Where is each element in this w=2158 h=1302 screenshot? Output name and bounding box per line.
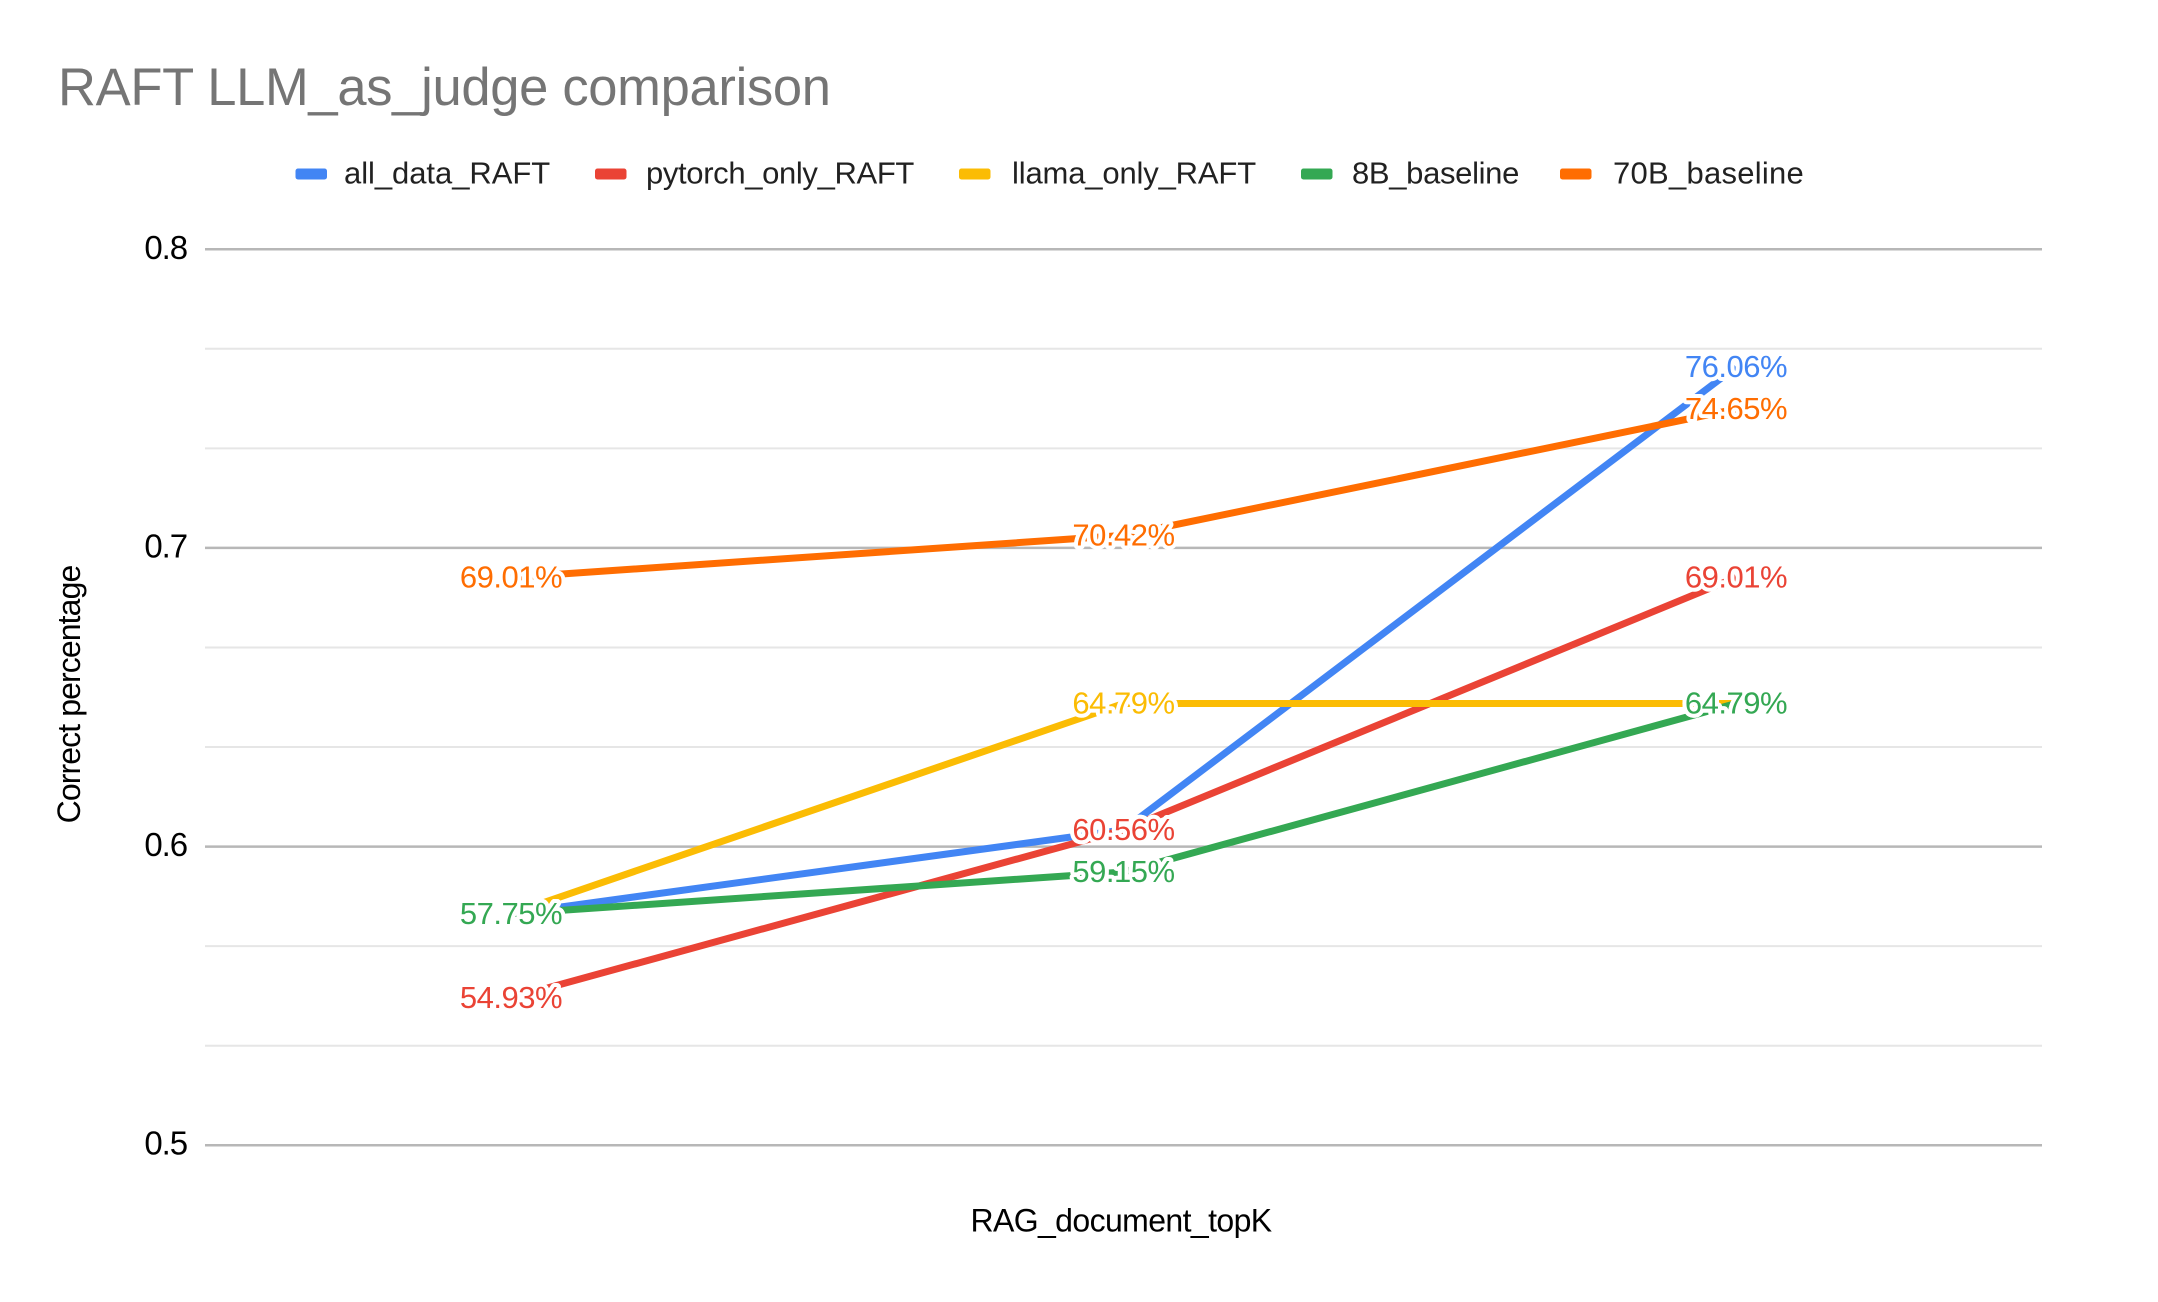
svg-text:54.93%: 54.93% — [460, 980, 562, 1015]
svg-text:69.01%: 69.01% — [1685, 560, 1787, 595]
svg-text:60.56%: 60.56% — [1072, 812, 1174, 847]
svg-text:64.79%: 64.79% — [1685, 686, 1787, 721]
svg-text:64.79%: 64.79% — [1072, 686, 1174, 721]
svg-text:57.75%: 57.75% — [460, 896, 562, 931]
svg-text:pytorch_only_RAFT: pytorch_only_RAFT — [646, 156, 914, 191]
svg-text:69.01%: 69.01% — [460, 560, 562, 595]
svg-text:76.06%: 76.06% — [1685, 349, 1787, 384]
svg-text:59.15%: 59.15% — [1072, 854, 1174, 889]
svg-text:8B_baseline: 8B_baseline — [1352, 156, 1519, 191]
svg-text:70B_baseline: 70B_baseline — [1613, 156, 1804, 191]
svg-text:57.75%: 57.75% — [460, 896, 562, 931]
svg-text:all_data_RAFT: all_data_RAFT — [344, 156, 550, 191]
svg-text:74.65%: 74.65% — [1685, 391, 1787, 426]
svg-text:RAG_document_topK: RAG_document_topK — [970, 1203, 1271, 1239]
svg-text:0.5: 0.5 — [144, 1125, 187, 1162]
svg-text:Correct percentage: Correct percentage — [51, 566, 87, 824]
svg-text:0.8: 0.8 — [144, 229, 187, 266]
svg-text:0.6: 0.6 — [144, 826, 187, 863]
svg-text:64.79%: 64.79% — [1685, 686, 1787, 721]
svg-text:70.42%: 70.42% — [1072, 517, 1174, 552]
svg-text:60.56%: 60.56% — [1072, 812, 1174, 847]
svg-text:57.75%: 57.75% — [460, 896, 562, 931]
svg-text:0.7: 0.7 — [144, 527, 187, 564]
svg-text:RAFT LLM_as_judge comparison: RAFT LLM_as_judge comparison — [58, 58, 831, 117]
svg-text:llama_only_RAFT: llama_only_RAFT — [1012, 156, 1256, 191]
